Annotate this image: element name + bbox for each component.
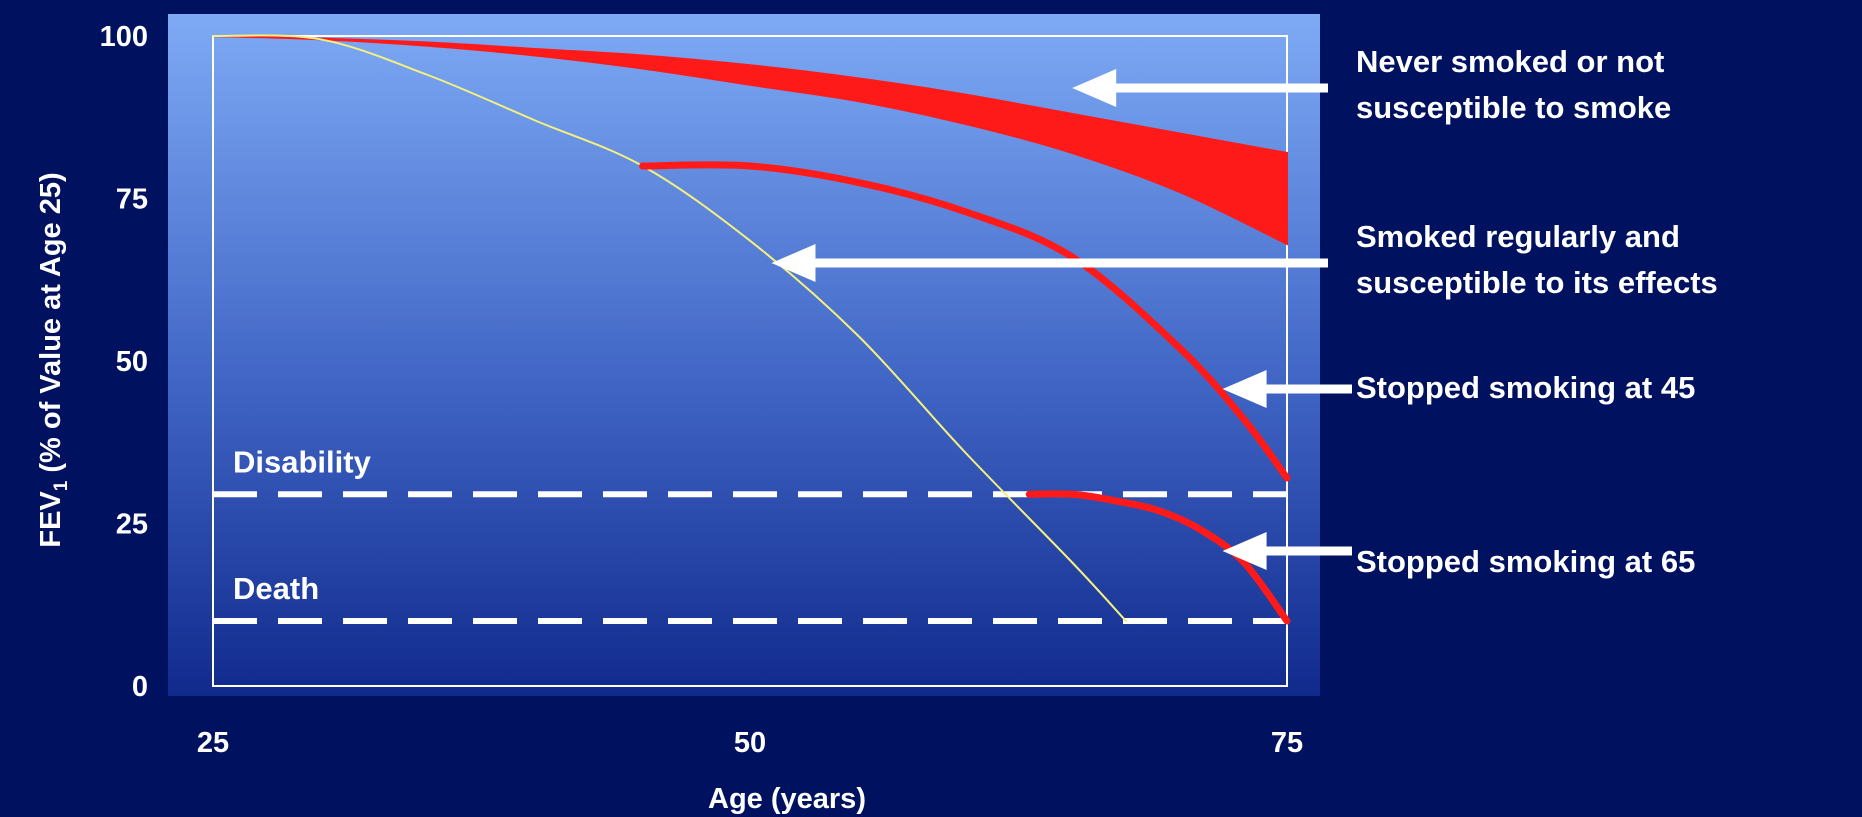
smoker-line: [212, 34, 1127, 622]
y-tick-label: 0: [132, 671, 148, 703]
y-tick-label: 50: [116, 346, 148, 378]
y-axis-label-subscript: 1: [51, 480, 72, 491]
smoker-annotation-arrow-head: [771, 244, 816, 282]
stopped-at-65-annotation-arrow-head: [1222, 532, 1267, 570]
x-tick-label: 50: [734, 727, 766, 759]
stopped-at-65-line: [1025, 490, 1291, 625]
stopped-at-45-annotation-text: Stopped smoking at 45: [1356, 370, 1695, 405]
y-axis-label-text: (% of Value at Age 25): [35, 172, 67, 472]
y-tick-label: 25: [116, 509, 148, 541]
x-tick-label: 75: [1271, 727, 1303, 759]
never-smoked-band: [212, 35, 1288, 246]
y-axis-label-prefix: FEV: [35, 491, 67, 548]
x-tick-label: 25: [197, 727, 229, 759]
y-axis-label: FEV1 (% of Value at Age 25): [35, 172, 72, 547]
y-tick-label: 75: [116, 184, 148, 216]
plot-background: [168, 14, 1320, 696]
stopped-at-45-annotation-arrow-head: [1222, 370, 1267, 408]
stopped-at-65-annotation-text: Stopped smoking at 65: [1356, 544, 1695, 579]
smoker-annotation-text: susceptible to its effects: [1356, 265, 1718, 300]
death-threshold-label: Death: [233, 571, 319, 606]
never-smoked-annotation-arrow-head: [1072, 69, 1117, 107]
x-axis-label: Age (years): [708, 783, 866, 815]
y-tick-label: 100: [100, 21, 148, 53]
plot-frame: [212, 35, 1288, 687]
smoker-annotation-text: Smoked regularly and: [1356, 219, 1680, 254]
disability-threshold-label: Disability: [233, 444, 372, 479]
stopped-at-45-line: [639, 161, 1291, 482]
never-smoked-annotation-text: Never smoked or not: [1356, 44, 1664, 79]
never-smoked-annotation-text: susceptible to smoke: [1356, 90, 1671, 125]
